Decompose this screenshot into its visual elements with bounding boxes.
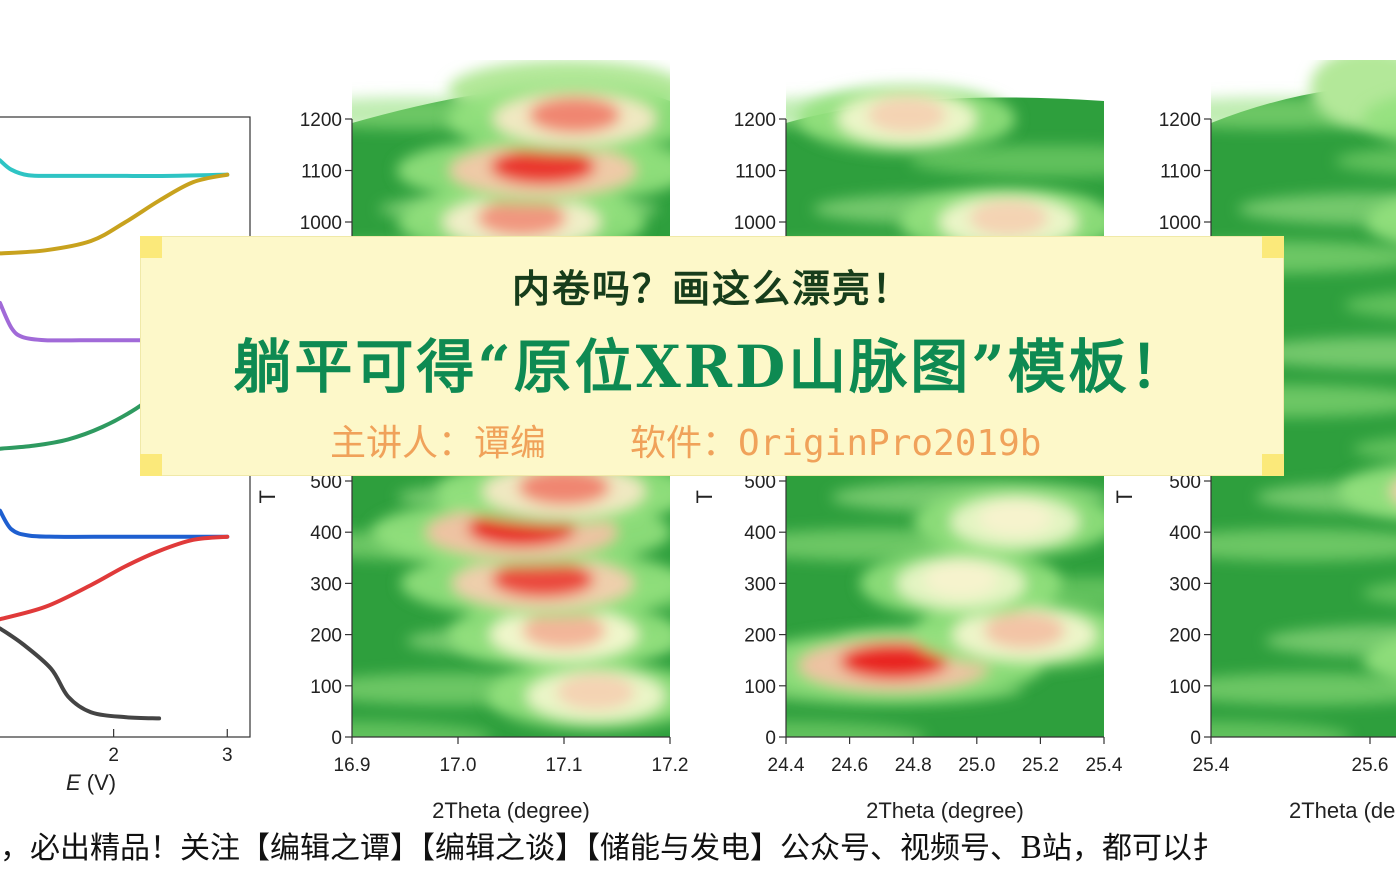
voltage-curve-7 (0, 626, 162, 721)
ridge-peak-7 (490, 148, 596, 185)
x-tick-label: 25.4 (1193, 755, 1230, 776)
ridge-peak-8 (528, 97, 621, 133)
y-tick-label: 1100 (1160, 162, 1201, 183)
y-tick-label: 500 (1169, 472, 1201, 493)
y-axis-label: T (1112, 490, 1137, 503)
y-tick-label: 300 (310, 574, 342, 595)
x-tick-label: 17.1 (546, 755, 583, 776)
banner-corner (1262, 236, 1284, 258)
ridge-peak-2 (522, 612, 606, 649)
x-tick-label: 16.9 (334, 755, 371, 776)
banner-title: 躺平可得“原位XRD山脉图”模板！ (233, 333, 1191, 401)
banner-subtitle: 内卷吗？画这么漂亮！ (511, 266, 912, 311)
left-x-tick-label: 2 (108, 745, 119, 766)
y-tick-label: 1100 (735, 162, 776, 183)
xrd-contour-panel-3: 010020030040050010001100120025.425.625.8… (1112, 60, 1396, 823)
ridge-halo (1363, 638, 1396, 682)
ridge-peak-2 (984, 612, 1065, 649)
ridge-peak-4 (978, 499, 1052, 536)
voltage-curve-6 (0, 534, 230, 622)
y-tick-label: 100 (744, 677, 776, 698)
x-tick-label: 25.0 (958, 755, 995, 776)
x-tick-label: 17.0 (440, 755, 477, 776)
ridge-peak-5 (518, 469, 610, 506)
x-axis-label: 2Theta (de (1289, 798, 1395, 823)
banner-corner (140, 236, 162, 258)
y-tick-label: 500 (310, 472, 342, 493)
y-tick-label: 1000 (300, 213, 342, 234)
ridge-halo (1362, 96, 1396, 142)
y-tick-label: 1200 (1159, 110, 1201, 131)
y-tick-label: 200 (744, 626, 776, 647)
ridge-halo (1338, 464, 1396, 519)
x-tick-label: 24.6 (831, 755, 868, 776)
ridge-peak-1 (556, 674, 635, 711)
x-tick-label: 25.6 (1352, 755, 1389, 776)
ridge-peak-3 (924, 561, 998, 598)
x-tick-label: 24.8 (895, 755, 932, 776)
y-axis-label: T (692, 490, 717, 503)
y-tick-label: 300 (1169, 574, 1201, 595)
software-text: 软件：OriginPro2019b (630, 423, 1042, 464)
footer-caption: ，必出精品！关注【编辑之谭】【编辑之谈】【储能与发电】公众号、视频号、B站，都可… (0, 831, 1223, 866)
y-axis-label: T (255, 490, 280, 503)
y-tick-label: 300 (744, 574, 776, 595)
y-tick-label: 500 (744, 472, 776, 493)
voltage-curve-5 (0, 508, 230, 539)
left-x-tick-label: 3 (222, 745, 233, 766)
y-tick-label: 200 (1169, 626, 1201, 647)
x-tick-label: 17.2 (652, 755, 689, 776)
y-tick-label: 1000 (1159, 213, 1201, 234)
presenter-text: 主讲人：谭编 (330, 423, 547, 464)
voltage-curve-1 (0, 158, 230, 178)
x-tick-label: 24.4 (768, 755, 805, 776)
banner-credits: 主讲人：谭编 软件：OriginPro2019b (330, 414, 1041, 466)
y-tick-label: 1200 (734, 110, 776, 131)
y-tick-label: 0 (331, 728, 342, 749)
x-tick-label: 25.2 (1022, 755, 1059, 776)
y-tick-label: 1100 (301, 162, 342, 183)
ridge-halo (1365, 200, 1396, 244)
y-tick-label: 400 (310, 523, 342, 544)
ridge-peak-1 (840, 643, 949, 680)
y-tick-label: 200 (310, 626, 342, 647)
y-tick-label: 400 (744, 523, 776, 544)
title-banner: 内卷吗？画这么漂亮！ 躺平可得“原位XRD山脉图”模板！ 主讲人：谭编 软件：Or… (140, 236, 1284, 476)
y-tick-label: 0 (1190, 728, 1201, 749)
ridge-peak-3 (491, 561, 595, 598)
x-axis-label: 2Theta (degree) (432, 798, 590, 823)
ridge-body (1390, 482, 1396, 501)
y-tick-label: 1200 (300, 110, 342, 131)
ridge-peak-6 (477, 200, 567, 236)
y-tick-label: 400 (1169, 523, 1201, 544)
y-tick-label: 100 (310, 677, 342, 698)
banner-corner (1262, 454, 1284, 476)
banner-corner (140, 454, 162, 476)
voltage-curve-2 (0, 172, 230, 256)
y-tick-label: 1000 (734, 213, 776, 234)
ridge-peak-5 (969, 200, 1048, 236)
x-tick-label: 25.4 (1086, 755, 1123, 776)
left-x-axis-label: E (V) (66, 770, 116, 795)
y-tick-label: 0 (765, 728, 776, 749)
ridge-peak-6 (867, 97, 946, 133)
x-axis-label: 2Theta (degree) (866, 798, 1024, 823)
y-tick-label: 100 (1169, 677, 1201, 698)
